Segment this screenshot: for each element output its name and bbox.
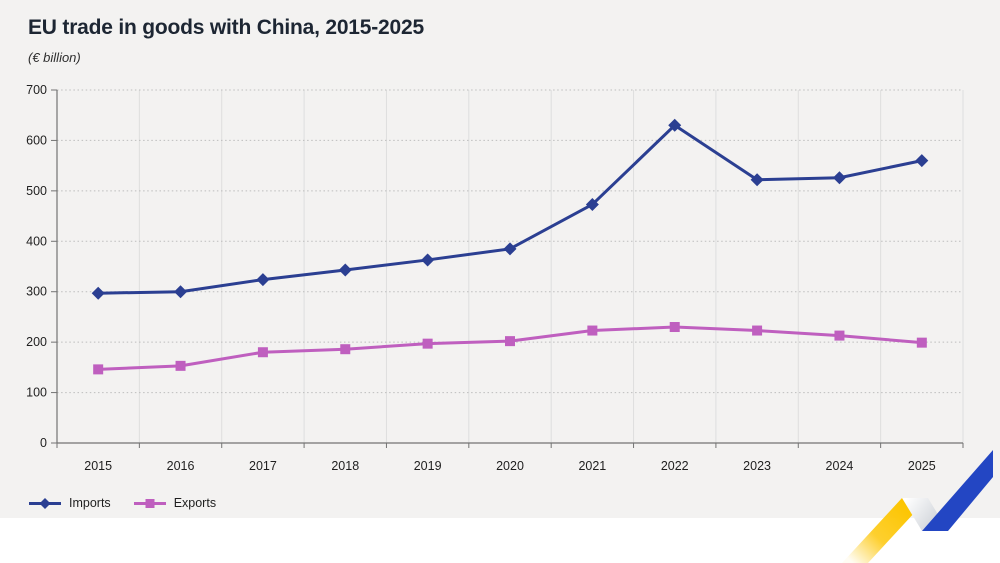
svg-text:2022: 2022 <box>661 459 689 473</box>
data-point <box>832 171 846 185</box>
svg-text:600: 600 <box>26 133 47 147</box>
imports-legend-marker-icon <box>29 497 61 509</box>
svg-text:2018: 2018 <box>331 459 359 473</box>
chart-unit-label: (€ billion) <box>28 50 81 65</box>
data-point <box>834 330 845 341</box>
line-chart-plot: 0 100 200 300 400 500 600 700 2015 2016 2017 2018 20… <box>26 83 964 473</box>
chart-title: EU trade in goods with China, 2015-2025 <box>28 16 424 39</box>
legend-label-exports: Exports <box>173 496 217 510</box>
exports-legend-marker-icon <box>133 498 166 508</box>
data-point <box>585 197 599 211</box>
svg-text:2016: 2016 <box>167 459 195 473</box>
data-point <box>257 347 268 358</box>
data-point <box>503 242 517 256</box>
footer: eurostat <box>0 518 1000 563</box>
data-point <box>505 336 515 347</box>
data-point <box>422 338 433 349</box>
svg-text:2020: 2020 <box>496 459 524 473</box>
chart-card: EU trade in goods with China, 2015-2025 … <box>0 0 1000 518</box>
svg-text:2017: 2017 <box>249 459 277 473</box>
svg-text:500: 500 <box>26 184 47 198</box>
data-point <box>752 325 763 336</box>
svg-text:2021: 2021 <box>578 459 606 473</box>
exports-series <box>93 322 927 375</box>
svg-text:0: 0 <box>40 436 47 450</box>
data-point <box>340 344 351 355</box>
svg-text:100: 100 <box>26 386 47 400</box>
legend-item-exports[interactable]: Exports <box>133 496 216 510</box>
legend-item-imports[interactable]: Imports <box>28 496 111 510</box>
svg-text:200: 200 <box>26 335 47 349</box>
svg-text:2024: 2024 <box>826 459 854 473</box>
svg-text:2023: 2023 <box>743 459 771 473</box>
data-point <box>256 273 270 287</box>
svg-text:400: 400 <box>26 234 47 248</box>
data-point <box>174 285 188 299</box>
data-point <box>915 154 929 168</box>
data-point <box>668 118 682 132</box>
data-point <box>750 173 764 187</box>
data-point <box>175 360 186 371</box>
data-point <box>93 364 104 375</box>
svg-text:700: 700 <box>26 83 47 97</box>
data-point <box>91 286 105 300</box>
svg-text:300: 300 <box>26 285 47 299</box>
data-point <box>587 325 598 336</box>
chart-legend: Imports Exports <box>28 496 216 510</box>
svg-text:2025: 2025 <box>908 459 936 473</box>
svg-text:2015: 2015 <box>84 459 112 473</box>
imports-series <box>91 118 929 300</box>
data-point <box>338 263 352 277</box>
legend-label-imports: Imports <box>69 496 111 510</box>
data-point <box>669 322 680 333</box>
svg-text:2019: 2019 <box>414 459 442 473</box>
data-point <box>916 337 927 348</box>
data-point <box>421 253 435 267</box>
